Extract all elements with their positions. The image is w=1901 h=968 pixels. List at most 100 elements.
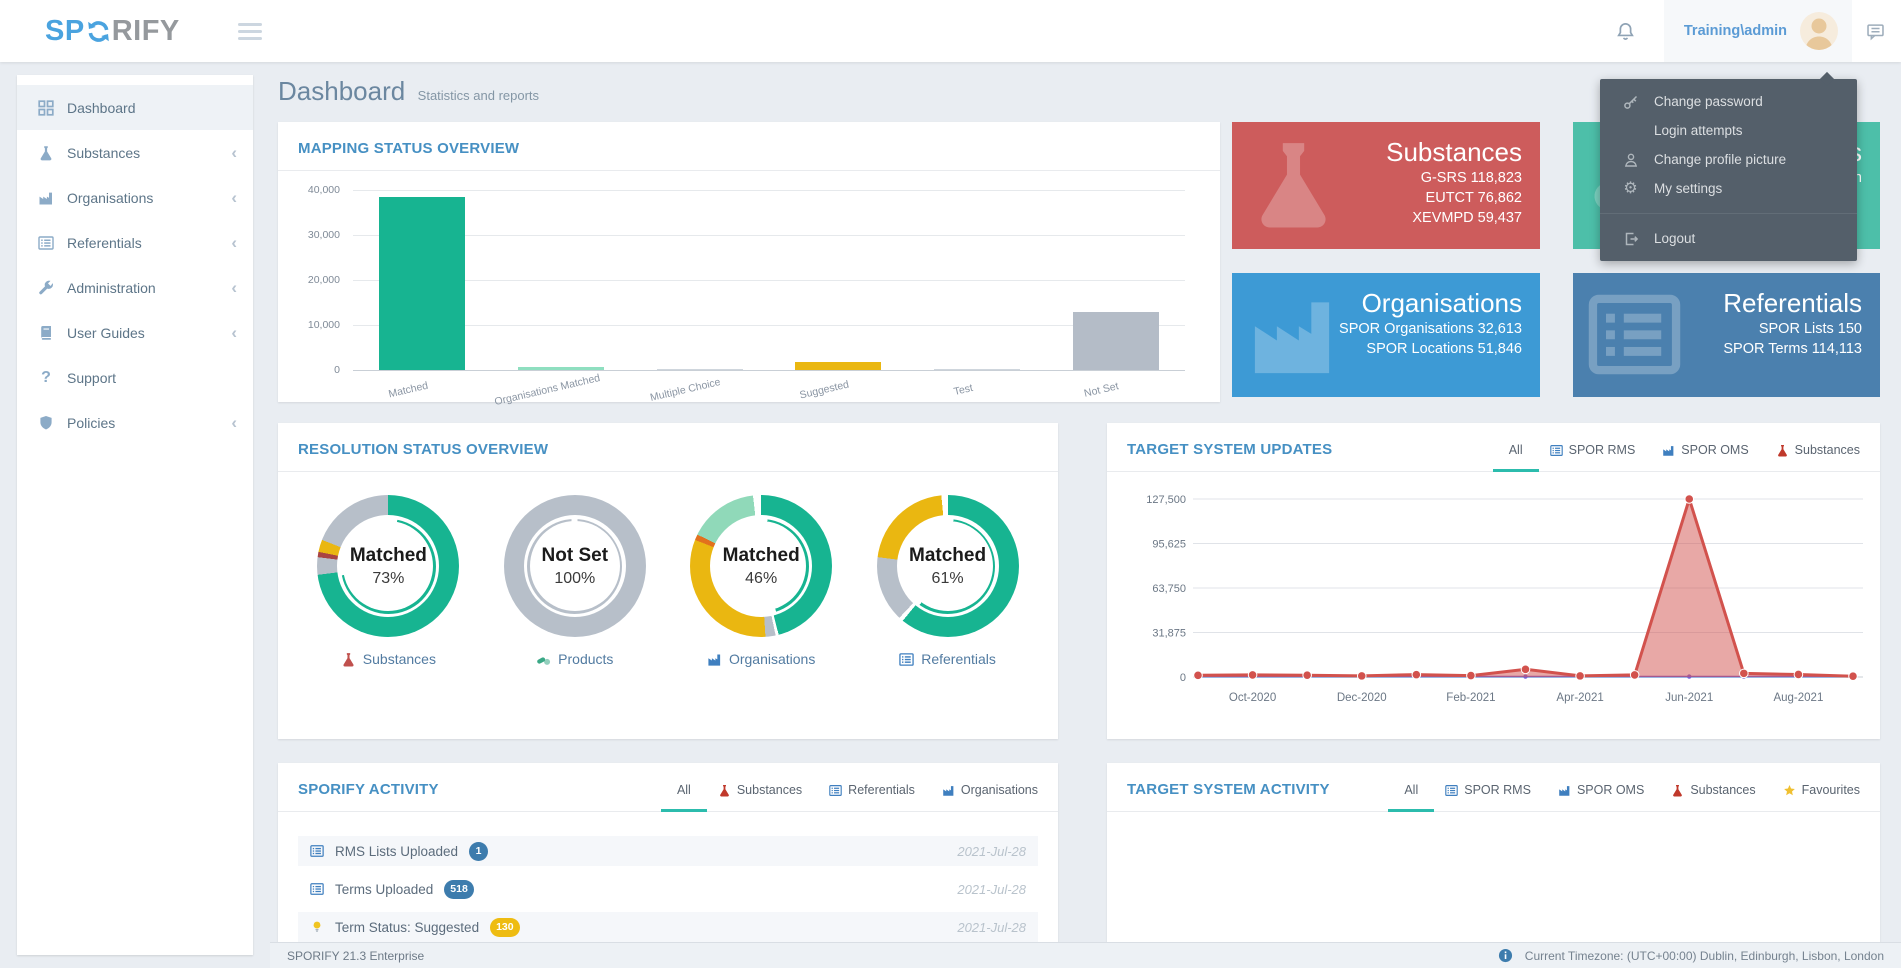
pills-icon [536, 652, 551, 667]
avatar [1800, 12, 1838, 50]
page-title: Dashboard [278, 76, 406, 106]
sidebar-item-label: Support [67, 369, 117, 386]
activity-tab-substances[interactable]: Substances [718, 783, 802, 798]
target-system-updates-title: TARGET SYSTEM UPDATES [1127, 441, 1333, 458]
sidebar-item-label: Referentials [67, 234, 142, 251]
activity-row[interactable]: RMS Lists Uploaded 1 2021-Jul-28 [298, 836, 1038, 866]
footer: SPORIFY 21.3 Enterprise Current Timezone… [270, 942, 1901, 968]
target-system-activity-title: TARGET SYSTEM ACTIVITY [1127, 781, 1330, 798]
tsu-tab-substances[interactable]: Substances [1776, 443, 1860, 458]
sidebar-item-referentials[interactable]: Referentials ‹ [17, 220, 253, 265]
donut-center-label: Matched 61% [877, 495, 1019, 637]
mapping-status-bar-chart: 0 10,000 20,000 30,000 40,000 Matched Organisa… [278, 122, 1220, 408]
person-icon [1623, 152, 1639, 168]
grid-icon [38, 100, 54, 116]
tsa-tab-spor-rms[interactable]: SPOR RMS [1445, 783, 1531, 798]
activity-row[interactable]: Terms Uploaded 518 2021-Jul-28 [298, 874, 1038, 904]
count-badge: 518 [444, 879, 474, 899]
donut-center-label: Matched 73% [317, 495, 459, 637]
activity-tab-all[interactable]: All [661, 783, 707, 812]
timezone-text: Current Timezone: (UTC+00:00) Dublin, Ed… [1524, 948, 1884, 963]
svg-text:0: 0 [1180, 672, 1186, 684]
logo-text-rify: RIFY [111, 14, 180, 47]
sidebar: Dashboard Substances ‹ Organisations ‹ Refere… [17, 75, 253, 955]
page-header: Dashboard Statistics and reports [278, 76, 539, 107]
tsa-tab-spor-oms[interactable]: SPOR OMS [1558, 783, 1644, 798]
user-menu-button[interactable]: Training\admin [1663, 0, 1852, 62]
sidebar-item-user-guides[interactable]: User Guides ‹ [17, 310, 253, 355]
menu-item-logout[interactable]: Logout [1600, 224, 1857, 253]
chevron-left-icon: ‹ [231, 413, 237, 432]
donut-percent: 100% [554, 569, 596, 587]
menu-item-login-attempts[interactable]: Login attempts [1600, 116, 1857, 145]
svg-text:95,625: 95,625 [1152, 539, 1186, 551]
stat-card-referentials[interactable]: Referentials SPOR Lists 150 SPOR Terms 114… [1573, 273, 1880, 397]
list-icon [1550, 444, 1563, 457]
notifications-button[interactable] [1615, 21, 1636, 42]
flask-icon [1246, 136, 1341, 231]
donut-caption: Substances [312, 651, 464, 667]
x-axis-label: Not Set [1083, 380, 1121, 400]
sidebar-item-administration[interactable]: Administration ‹ [17, 265, 253, 310]
tab-label: SPOR RMS [1568, 443, 1636, 457]
tab-label: All [1508, 443, 1523, 457]
stat-card-line: XEVMPD 59,437 [1412, 210, 1522, 226]
chevron-left-icon: ‹ [231, 323, 237, 342]
stat-card-organisations[interactable]: Organisations SPOR Organisations 32,613 SP… [1232, 273, 1540, 397]
stat-card-substances[interactable]: Substances G-SRS 118,823 EUTCT 76,862 XEVMP… [1232, 122, 1540, 249]
sidebar-item-label: Policies [67, 414, 116, 431]
donut-organisations: Matched 46% Organisations [685, 495, 837, 667]
list-icon [38, 235, 54, 251]
tsu-tab-all[interactable]: All [1492, 443, 1539, 472]
donut-chart: Matched 61% [876, 495, 1019, 637]
chevron-left-icon: ‹ [231, 278, 237, 297]
list-icon [310, 844, 324, 858]
tsa-tab-substances[interactable]: Substances [1671, 783, 1756, 798]
menu-item-change-password[interactable]: Change password [1600, 87, 1857, 116]
mapping-status-panel: MAPPING STATUS OVERVIEW 0 10,000 20,000 30,… [278, 122, 1220, 408]
menu-item-label: Login attempts [1654, 123, 1743, 138]
factory-icon [1246, 287, 1341, 382]
list-watermark-icon [1587, 287, 1682, 382]
x-axis-label: Matched [387, 379, 430, 401]
donut-center-label: Not Set 100% [504, 495, 646, 637]
activity-label: Terms Uploaded [335, 881, 434, 897]
target-system-updates-chart: 0 31,875 63,750 95,625 127,500 Oct-2020 Dec-20… [1113, 481, 1873, 736]
activity-row[interactable]: Term Status: Suggested 130 2021-Jul-28 [298, 912, 1038, 942]
star-icon [1783, 784, 1796, 797]
tsu-tab-spor-rms[interactable]: SPOR RMS [1550, 443, 1636, 458]
x-axis-label: Organisations Matched [493, 372, 601, 408]
count-badge: 130 [490, 917, 520, 937]
gridline [353, 280, 1185, 281]
sidebar-item-policies[interactable]: Policies ‹ [17, 400, 253, 445]
menu-item-change-profile-picture[interactable]: Change profile picture [1600, 145, 1857, 174]
activity-label: Term Status: Suggested [335, 919, 480, 935]
donut-products: Not Set 100% Products [499, 495, 651, 667]
tsa-tab-all[interactable]: All [1388, 783, 1435, 812]
tsa-tab-favourites[interactable]: Favourites [1783, 783, 1860, 798]
sidebar-item-organisations[interactable]: Organisations ‹ [17, 175, 253, 220]
chevron-left-icon: ‹ [231, 233, 237, 252]
stat-card-title: Substances [1386, 137, 1522, 167]
donut-caption-text: Referentials [921, 651, 996, 667]
flask-icon [1671, 784, 1684, 797]
tsu-tab-spor-oms[interactable]: SPOR OMS [1662, 443, 1749, 458]
sidebar-item-label: Substances [67, 144, 141, 161]
activity-tab-referentials[interactable]: Referentials [829, 783, 915, 798]
stat-card-line: SPOR Locations 51,846 [1366, 341, 1522, 357]
sidebar-item-dashboard[interactable]: Dashboard [17, 85, 253, 130]
y-axis-label: 40,000 [307, 184, 340, 196]
donut-hole-inner [343, 521, 434, 611]
menu-item-my-settings[interactable]: ⚙ My settings [1600, 174, 1857, 203]
factory-icon [707, 652, 722, 667]
messages-button[interactable] [1866, 22, 1885, 41]
sidebar-item-substances[interactable]: Substances ‹ [17, 130, 253, 175]
tab-label: Substances [1690, 783, 1756, 797]
resolution-status-panel: RESOLUTION STATUS OVERVIEW Matched 73% Sub… [278, 423, 1058, 739]
activity-tab-organisations[interactable]: Organisations [942, 783, 1038, 798]
sidebar-item-support[interactable]: ? Support [17, 355, 253, 400]
bar-suggested [795, 361, 882, 370]
list-icon [899, 652, 914, 667]
donut-status: Matched [722, 544, 800, 566]
sidebar-toggle-button[interactable] [237, 19, 262, 44]
